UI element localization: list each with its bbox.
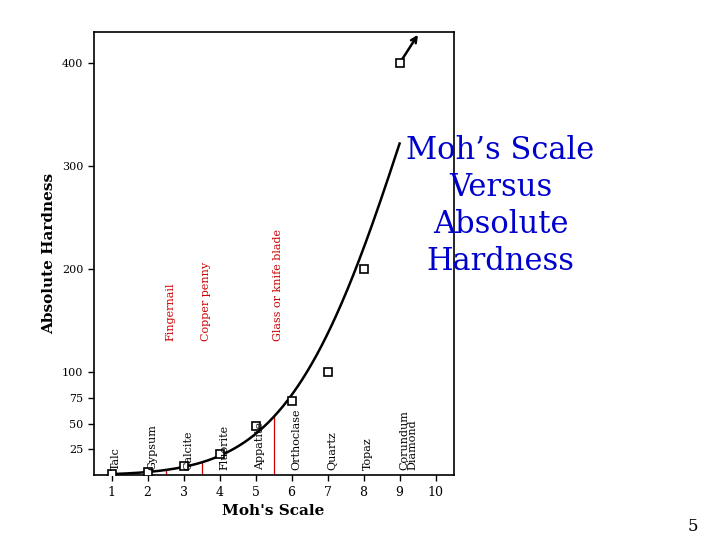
Text: Appatite: Appatite bbox=[255, 422, 265, 470]
Y-axis label: Absolute Hardness: Absolute Hardness bbox=[42, 173, 56, 334]
Text: Calcite: Calcite bbox=[183, 430, 193, 470]
Text: Fluorite: Fluorite bbox=[219, 425, 229, 470]
Text: Corundum: Corundum bbox=[399, 410, 409, 470]
Text: Gypsum: Gypsum bbox=[147, 424, 157, 470]
Text: Fingernail: Fingernail bbox=[165, 283, 175, 341]
Text: 5: 5 bbox=[688, 518, 698, 535]
Text: Copper penny: Copper penny bbox=[201, 262, 211, 341]
X-axis label: Moh's Scale: Moh's Scale bbox=[222, 504, 325, 518]
Text: Talc: Talc bbox=[111, 447, 121, 470]
Text: Topaz: Topaz bbox=[363, 437, 373, 470]
Text: Orthoclase: Orthoclase bbox=[291, 409, 301, 470]
Text: Moh’s Scale
Versus
Absolute
Hardness: Moh’s Scale Versus Absolute Hardness bbox=[406, 135, 595, 277]
Text: Diamond: Diamond bbox=[408, 420, 417, 470]
Text: Quartz: Quartz bbox=[327, 431, 337, 470]
Text: Glass or knife blade: Glass or knife blade bbox=[273, 230, 283, 341]
